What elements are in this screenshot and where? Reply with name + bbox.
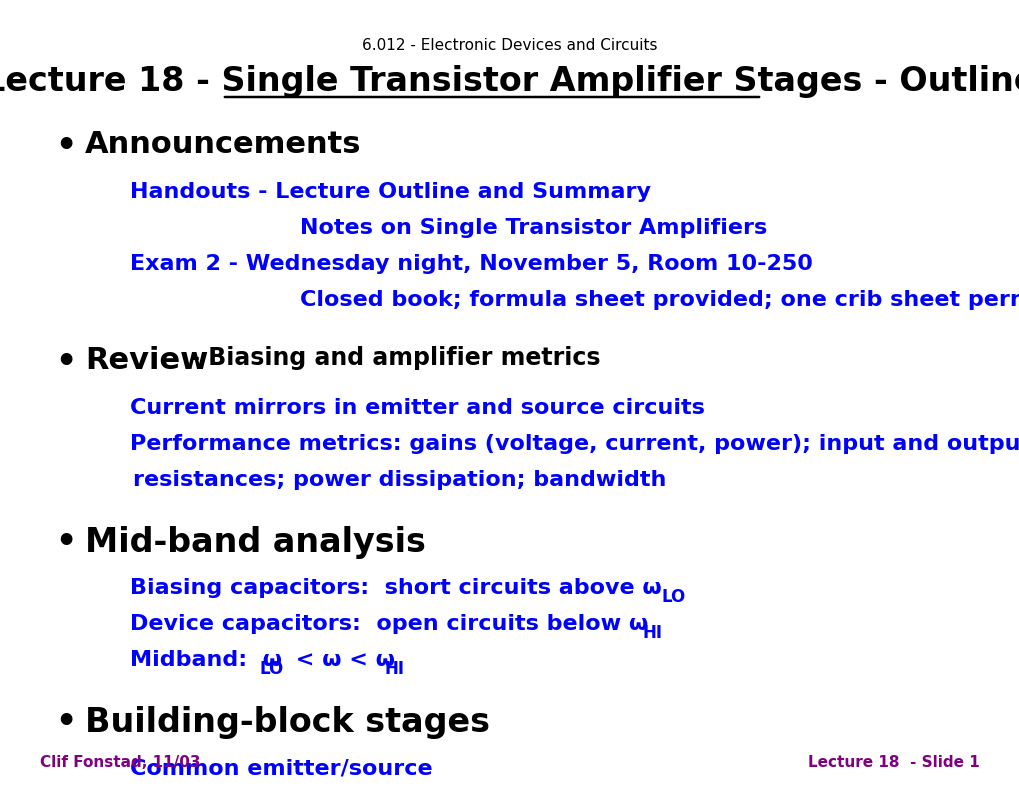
Text: Midband:  ω: Midband: ω — [129, 650, 281, 670]
Text: Biasing capacitors:  short circuits above ω: Biasing capacitors: short circuits above… — [129, 578, 661, 598]
Text: Device capacitors:  open circuits below ω: Device capacitors: open circuits below ω — [129, 614, 648, 634]
Text: •: • — [55, 130, 76, 163]
Text: 6.012 - Electronic Devices and Circuits: 6.012 - Electronic Devices and Circuits — [362, 38, 657, 53]
Text: Lecture 18 - Single Transistor Amplifier Stages - Outline: Lecture 18 - Single Transistor Amplifier… — [0, 65, 1019, 98]
Text: Handouts - Lecture Outline and Summary: Handouts - Lecture Outline and Summary — [129, 182, 650, 202]
Text: Clif Fonstad, 11/03: Clif Fonstad, 11/03 — [40, 755, 201, 770]
Text: LO: LO — [260, 660, 284, 678]
Text: HI: HI — [642, 624, 662, 642]
Text: Common emitter/source: Common emitter/source — [129, 758, 432, 778]
Text: Lecture 18  - Slide 1: Lecture 18 - Slide 1 — [807, 755, 979, 770]
Text: Current mirrors in emitter and source circuits: Current mirrors in emitter and source ci… — [129, 398, 704, 418]
Text: Review: Review — [85, 346, 208, 375]
Text: Building-block stages: Building-block stages — [85, 706, 489, 739]
Text: •: • — [55, 526, 76, 559]
Text: LO: LO — [661, 588, 686, 606]
Text: resistances; power dissipation; bandwidth: resistances; power dissipation; bandwidt… — [133, 470, 666, 490]
Text: < ω < ω: < ω < ω — [287, 650, 394, 670]
Text: Closed book; formula sheet provided; one crib sheet permitted: Closed book; formula sheet provided; one… — [300, 290, 1019, 310]
Text: Performance metrics: gains (voltage, current, power); input and output: Performance metrics: gains (voltage, cur… — [129, 434, 1019, 454]
Text: Exam 2 - Wednesday night, November 5, Room 10-250: Exam 2 - Wednesday night, November 5, Ro… — [129, 254, 812, 274]
Text: •: • — [55, 346, 76, 379]
Text: Mid-band analysis: Mid-band analysis — [85, 526, 426, 559]
Text: - Biasing and amplifier metrics: - Biasing and amplifier metrics — [181, 346, 600, 370]
Text: •: • — [55, 706, 76, 739]
Text: Notes on Single Transistor Amplifiers: Notes on Single Transistor Amplifiers — [300, 218, 766, 238]
Text: HI: HI — [384, 660, 405, 678]
Text: Announcements: Announcements — [85, 130, 361, 159]
